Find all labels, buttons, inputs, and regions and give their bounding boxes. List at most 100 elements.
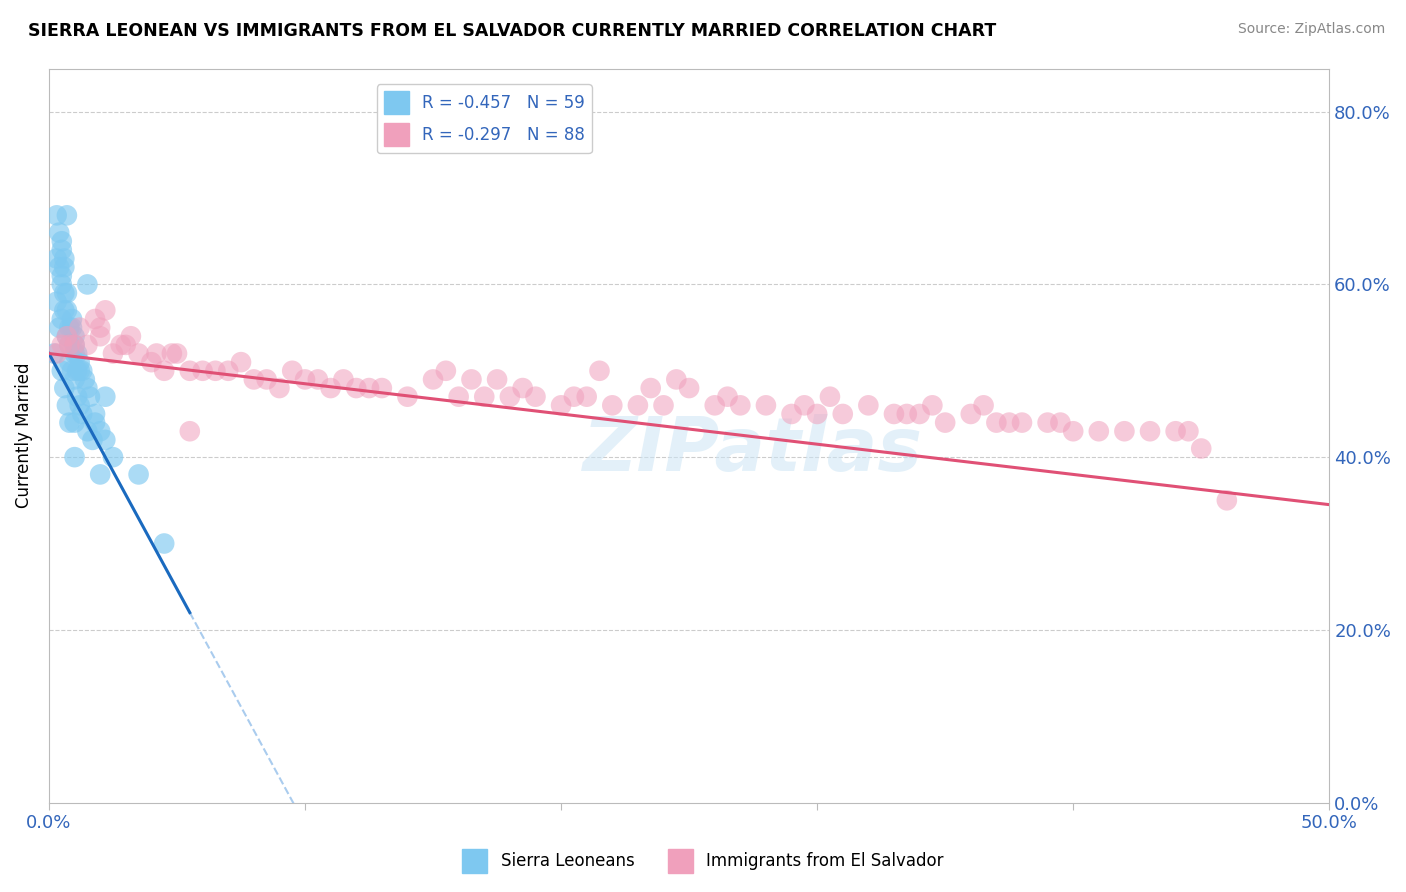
Point: [128, 346, 150, 360]
Point: [332, 372, 354, 386]
Point: [1177, 424, 1199, 438]
Point: [652, 398, 675, 412]
Point: [1189, 442, 1212, 456]
Point: [56, 303, 79, 318]
Point: [998, 416, 1021, 430]
Point: [51, 338, 73, 352]
Point: [447, 390, 470, 404]
Point: [56, 286, 79, 301]
Point: [524, 390, 547, 404]
Point: [45, 346, 67, 360]
Point: [434, 364, 457, 378]
Point: [56, 329, 79, 343]
Point: [76, 381, 98, 395]
Point: [53, 252, 76, 266]
Point: [73, 372, 96, 386]
Point: [72, 407, 94, 421]
Point: [780, 407, 803, 421]
Point: [63, 416, 86, 430]
Point: [82, 433, 104, 447]
Point: [600, 398, 623, 412]
Point: [45, 294, 67, 309]
Point: [294, 372, 316, 386]
Point: [486, 372, 509, 386]
Point: [72, 364, 94, 378]
Point: [550, 398, 572, 412]
Point: [883, 407, 905, 421]
Point: [53, 260, 76, 274]
Point: [678, 381, 700, 395]
Point: [69, 355, 91, 369]
Point: [51, 268, 73, 283]
Point: [307, 372, 329, 386]
Point: [217, 364, 239, 378]
Point: [512, 381, 534, 395]
Point: [460, 372, 482, 386]
Legend: Sierra Leoneans, Immigrants from El Salvador: Sierra Leoneans, Immigrants from El Salv…: [456, 842, 950, 880]
Point: [53, 381, 76, 395]
Point: [110, 338, 132, 352]
Point: [1049, 416, 1071, 430]
Point: [114, 338, 136, 352]
Point: [204, 364, 226, 378]
Point: [58, 338, 80, 352]
Point: [319, 381, 342, 395]
Point: [141, 355, 163, 369]
Point: [51, 234, 73, 248]
Point: [60, 320, 83, 334]
Point: [755, 398, 778, 412]
Point: [101, 450, 124, 464]
Point: [48, 260, 70, 274]
Point: [166, 346, 188, 360]
Point: [806, 407, 828, 421]
Text: ZIPatlas: ZIPatlas: [583, 414, 924, 487]
Point: [229, 355, 252, 369]
Point: [51, 312, 73, 326]
Point: [256, 372, 278, 386]
Point: [422, 372, 444, 386]
Point: [60, 364, 83, 378]
Y-axis label: Currently Married: Currently Married: [15, 363, 32, 508]
Point: [627, 398, 650, 412]
Point: [63, 372, 86, 386]
Point: [908, 407, 931, 421]
Point: [153, 364, 176, 378]
Point: [160, 346, 183, 360]
Point: [243, 372, 266, 386]
Point: [94, 433, 117, 447]
Point: [716, 390, 738, 404]
Point: [94, 390, 117, 404]
Point: [66, 346, 89, 360]
Point: [89, 424, 111, 438]
Point: [986, 416, 1008, 430]
Point: [1139, 424, 1161, 438]
Point: [76, 424, 98, 438]
Point: [63, 450, 86, 464]
Point: [588, 364, 610, 378]
Point: [344, 381, 367, 395]
Point: [56, 329, 79, 343]
Point: [575, 390, 598, 404]
Point: [179, 424, 201, 438]
Point: [89, 467, 111, 482]
Point: [51, 243, 73, 257]
Point: [69, 320, 91, 334]
Point: [66, 364, 89, 378]
Point: [896, 407, 918, 421]
Point: [1036, 416, 1059, 430]
Point: [63, 329, 86, 343]
Point: [1062, 424, 1084, 438]
Point: [1216, 493, 1239, 508]
Point: [56, 208, 79, 222]
Point: [153, 536, 176, 550]
Point: [101, 346, 124, 360]
Point: [66, 390, 89, 404]
Point: [959, 407, 981, 421]
Point: [84, 312, 107, 326]
Point: [48, 320, 70, 334]
Point: [58, 355, 80, 369]
Point: [396, 390, 419, 404]
Point: [53, 303, 76, 318]
Point: [730, 398, 752, 412]
Point: [51, 277, 73, 292]
